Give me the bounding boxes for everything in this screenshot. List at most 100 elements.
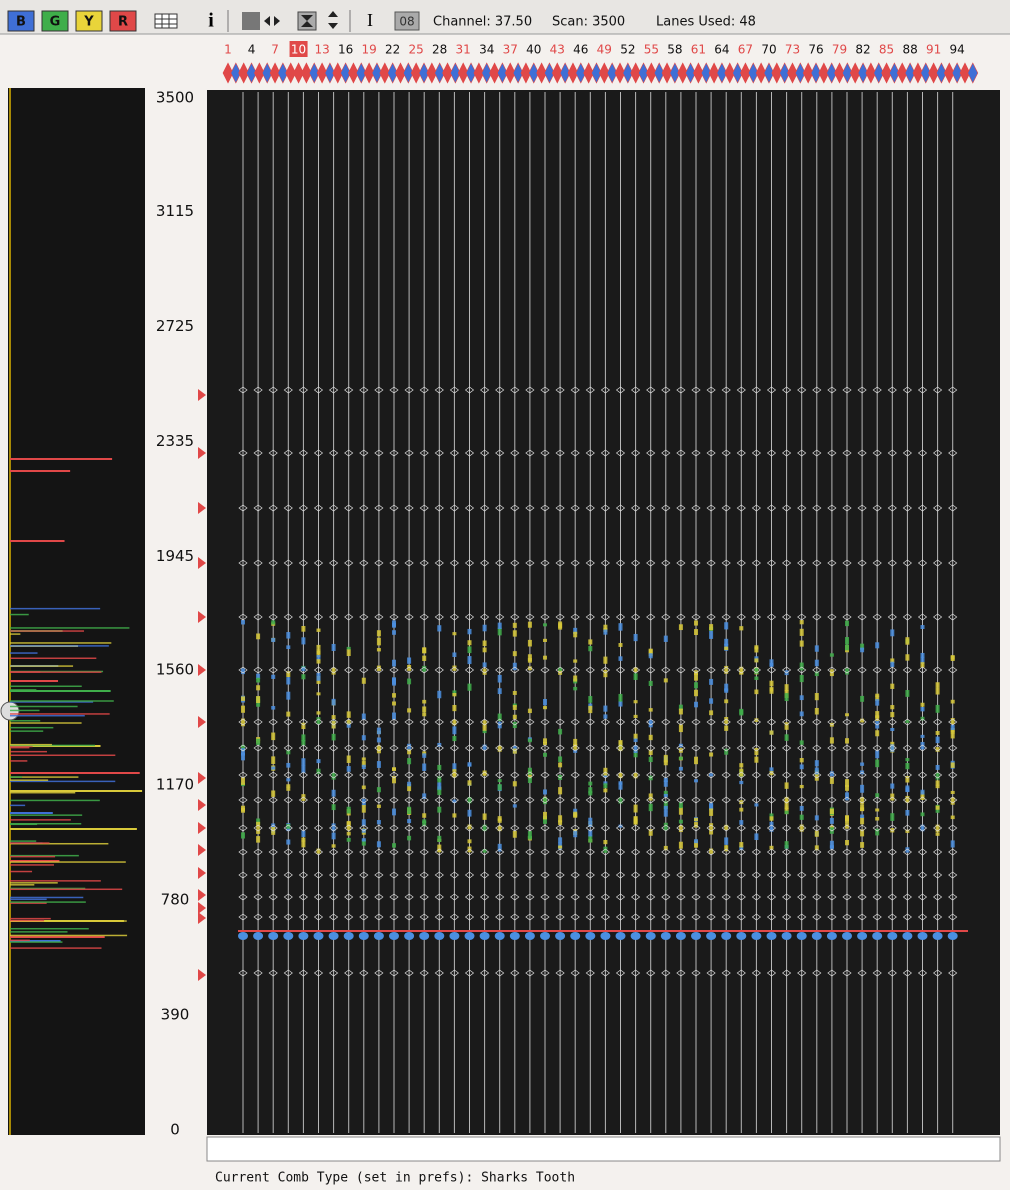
lane-number[interactable]: 4 [248, 43, 256, 57]
band-marker[interactable] [198, 664, 206, 676]
band-marker[interactable] [198, 611, 206, 623]
trace-spike [10, 899, 47, 901]
scan-tick-label: 3500 [156, 89, 194, 107]
lane-number[interactable]: 1 [224, 43, 232, 57]
lane-number[interactable]: 13 [314, 43, 329, 57]
band-marker[interactable] [198, 799, 206, 811]
lane-number[interactable]: 94 [949, 43, 964, 57]
signal-speck [845, 815, 849, 821]
lane-number[interactable]: 85 [879, 43, 894, 57]
primer-peak [736, 932, 746, 940]
signal-speck [845, 840, 849, 845]
lane-number[interactable]: 61 [691, 43, 706, 57]
lane-number[interactable]: 43 [550, 43, 565, 57]
band-marker[interactable] [198, 557, 206, 569]
lane-number[interactable]: 73 [785, 43, 800, 57]
signal-speck [558, 729, 562, 735]
band-marker[interactable] [198, 772, 206, 784]
table-icon[interactable] [155, 14, 177, 28]
trace-spike [10, 772, 140, 774]
band-marker[interactable] [198, 502, 206, 514]
lane-number[interactable]: 34 [479, 43, 494, 57]
lane-number[interactable]: 82 [855, 43, 870, 57]
signal-speck [332, 734, 336, 741]
signal-speck [860, 648, 864, 653]
signal-speck [377, 820, 381, 824]
lane-number[interactable]: 79 [832, 43, 847, 57]
signal-speck [951, 840, 955, 847]
signal-speck [498, 688, 502, 694]
signal-speck [649, 653, 653, 658]
signal-speck [603, 657, 607, 664]
signal-speck [890, 705, 894, 709]
signal-speck [754, 757, 758, 763]
signal-speck [422, 656, 426, 661]
lane-number[interactable]: 70 [761, 43, 776, 57]
signal-speck [332, 773, 336, 780]
trace-spike [10, 751, 47, 753]
signal-speck [332, 844, 336, 847]
signal-speck [483, 727, 487, 731]
lane-number[interactable]: 22 [385, 43, 400, 57]
lane-number[interactable]: 19 [361, 43, 376, 57]
lane-number[interactable]: 55 [644, 43, 659, 57]
band-marker[interactable] [198, 447, 206, 459]
lane-number[interactable]: 88 [902, 43, 917, 57]
comb-tooth[interactable] [968, 63, 978, 83]
band-marker[interactable] [198, 902, 206, 914]
signal-speck [679, 757, 683, 760]
lane-number[interactable]: 67 [738, 43, 753, 57]
band-marker[interactable] [198, 867, 206, 879]
lane-number[interactable]: 10 [291, 43, 306, 57]
lane-number[interactable]: 40 [526, 43, 541, 57]
signal-speck [664, 806, 668, 812]
signal-speck [875, 750, 879, 758]
trace-spike [10, 828, 137, 830]
band-marker[interactable] [198, 912, 206, 924]
signal-speck [845, 738, 849, 743]
signal-speck [694, 702, 698, 708]
lane-number[interactable]: 7 [271, 43, 279, 57]
info-button[interactable]: i [208, 10, 214, 32]
band-marker[interactable] [198, 969, 206, 981]
signal-speck [664, 755, 668, 763]
lane-number[interactable]: 31 [456, 43, 471, 57]
band-marker[interactable] [198, 822, 206, 834]
cursor-button[interactable]: I [367, 10, 373, 30]
color-button-label: G [50, 15, 61, 30]
lane-number[interactable]: 91 [926, 43, 941, 57]
signal-speck [528, 709, 532, 713]
scan-tick-label: 0 [170, 1121, 180, 1139]
signal-speck [739, 820, 743, 825]
lane-number[interactable]: 58 [667, 43, 682, 57]
band-marker[interactable] [198, 716, 206, 728]
lane-number[interactable]: 37 [503, 43, 518, 57]
trace-spike [10, 713, 110, 715]
signal-speck [392, 623, 396, 627]
lane-number[interactable]: 46 [573, 43, 588, 57]
band-marker[interactable] [198, 844, 206, 856]
signal-speck [815, 760, 819, 766]
lane-number[interactable]: 64 [714, 43, 729, 57]
lane-number[interactable]: 49 [597, 43, 612, 57]
signal-speck [694, 839, 698, 843]
signal-speck [694, 757, 698, 765]
trace-spike [10, 627, 129, 629]
signal-speck [754, 645, 758, 649]
lane-number[interactable]: 16 [338, 43, 353, 57]
band-marker[interactable] [198, 889, 206, 901]
band-marker[interactable] [198, 389, 206, 401]
lane-number[interactable]: 76 [808, 43, 823, 57]
signal-speck [468, 810, 472, 817]
signal-speck [679, 842, 683, 849]
signal-speck [770, 822, 774, 830]
primer-peak [329, 932, 339, 940]
signal-speck [860, 842, 864, 848]
lane-number[interactable]: 25 [409, 43, 424, 57]
trace-spike [10, 630, 84, 632]
lane-number[interactable]: 52 [620, 43, 635, 57]
lane-number[interactable]: 28 [432, 43, 447, 57]
signal-speck [528, 836, 532, 840]
signal-speck [890, 629, 894, 636]
signal-speck [347, 766, 351, 772]
